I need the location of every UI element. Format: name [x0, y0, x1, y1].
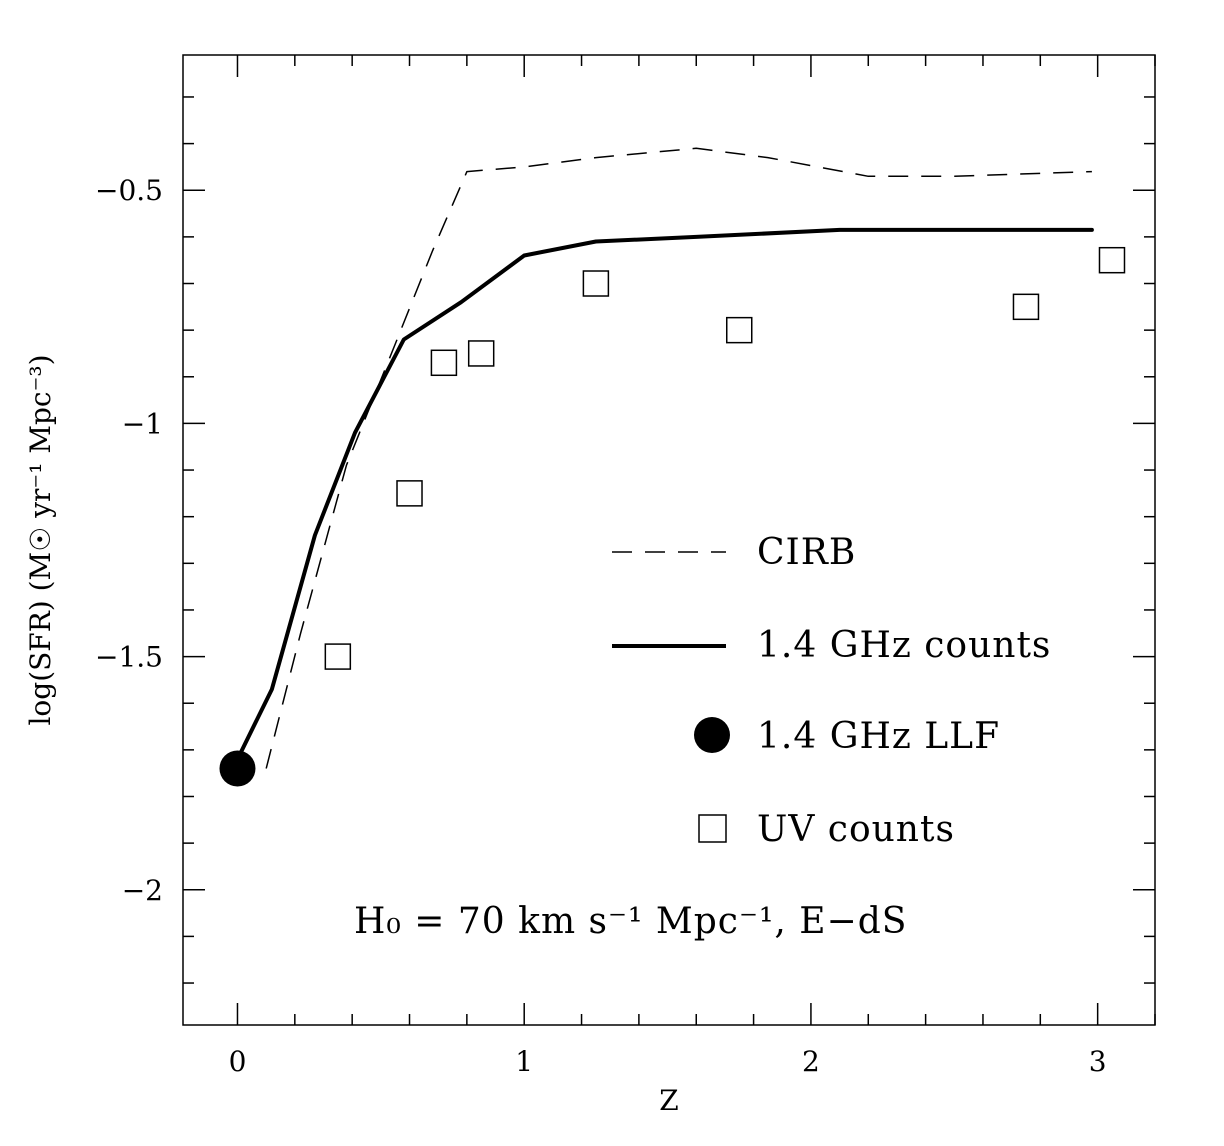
- legend-label-radio-llf: 1.4 GHz LLF: [757, 716, 1000, 757]
- legend-label-uv-counts: UV counts: [757, 809, 955, 850]
- data-point-uv-counts: [430, 349, 458, 377]
- legend-label-cirb: CIRB: [757, 532, 856, 573]
- data-point-uv-counts: [467, 340, 495, 367]
- x-axis-label: Z: [659, 1084, 678, 1117]
- legend: CIRB 1.4 GHz counts 1.4 GHz LLF UV count…: [612, 532, 1051, 850]
- y-tick-label: −1.5: [95, 641, 163, 674]
- plot-frame: [182, 54, 1156, 1026]
- cosmology-annotation: H₀ = 70 km s⁻¹ Mpc⁻¹, E−dS: [354, 901, 907, 942]
- legend-swatch-radio-llf: [694, 717, 730, 753]
- x-tick-label: 0: [229, 1045, 247, 1078]
- tick-labels: 0 1 2 3 −2 −1.5 −1 −0.5: [95, 174, 1107, 1078]
- x-tick-label: 1: [515, 1045, 533, 1078]
- axis-ticks: [183, 55, 1156, 1025]
- legend-label-radio-counts: 1.4 GHz counts: [757, 625, 1051, 666]
- y-tick-label: −2: [122, 874, 163, 907]
- data-point-uv-counts: [324, 643, 352, 670]
- data-point-uv-counts: [396, 480, 423, 507]
- data-point-uv-counts: [1098, 246, 1126, 274]
- data-point-uv-counts: [582, 270, 610, 297]
- x-tick-label: 3: [1089, 1045, 1107, 1078]
- y-axis-label: log(SFR) (M☉ yr⁻¹ Mpc⁻³): [24, 354, 57, 725]
- legend-swatch-uv-counts: [698, 814, 727, 843]
- x-tick-label: 2: [802, 1045, 820, 1078]
- data-point-uv-counts: [725, 316, 753, 344]
- y-tick-label: −1: [122, 407, 163, 440]
- data-point-uv-counts: [1012, 293, 1040, 321]
- series-layer: [219, 147, 1126, 787]
- data-point-1-4-ghz-llf: [219, 750, 256, 787]
- series-line-cirb: [265, 147, 1092, 769]
- y-tick-label: −0.5: [95, 174, 163, 207]
- series-line-1-4-ghz-counts: [235, 227, 1094, 762]
